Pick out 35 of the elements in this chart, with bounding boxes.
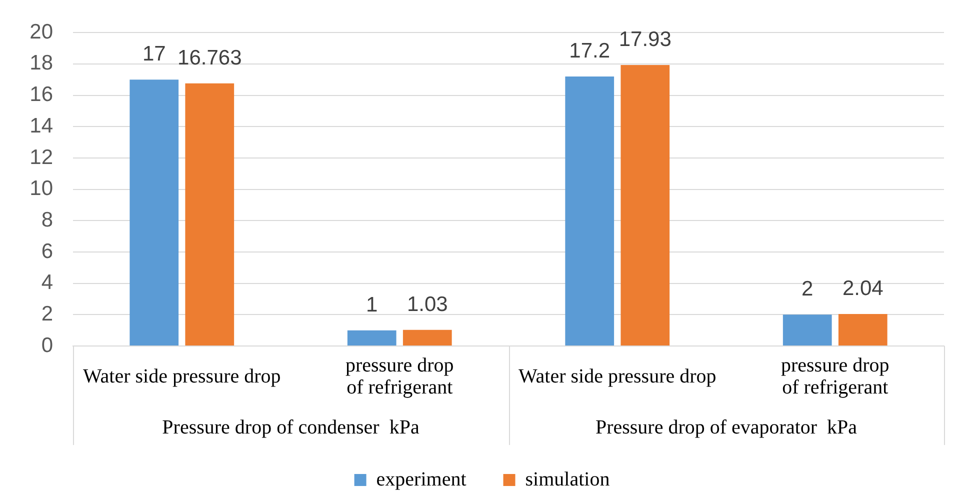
bar: [620, 65, 670, 346]
data-label: 2: [802, 278, 814, 301]
data-label: 17.2: [569, 39, 610, 62]
y-tick-label: 2: [41, 302, 53, 326]
x-tick-label: pressure drop of refrigerant: [780, 354, 890, 398]
bar: [838, 314, 888, 346]
legend-label: simulation: [525, 468, 610, 490]
y-tick-label: 12: [30, 146, 53, 169]
legend-label: experiment: [376, 468, 467, 490]
bar: [782, 314, 832, 346]
data-label: 2.04: [842, 277, 884, 300]
bar: [402, 330, 452, 346]
text: Pressure drop of condenser kPa: [162, 416, 420, 438]
y-tick-label: 16: [30, 83, 53, 106]
data-label: 1.03: [406, 292, 448, 316]
data-label: 16.763: [178, 46, 242, 70]
y-tick-label: 8: [41, 208, 53, 232]
y-tick-label: 20: [30, 20, 53, 44]
bar: [185, 83, 234, 346]
y-tick-label: 0: [41, 334, 53, 357]
bar: [130, 80, 179, 346]
y-tick-label: 10: [30, 177, 53, 200]
data-label: 1: [366, 293, 378, 316]
bar: [565, 76, 614, 346]
y-tick-label: 4: [41, 271, 54, 294]
y-tick-label: 18: [30, 52, 53, 75]
data-label: 17.93: [618, 28, 672, 52]
y-tick-label: 14: [30, 114, 54, 138]
text: Pressure drop of evaporator kPa: [595, 416, 858, 438]
data-label: 17: [142, 42, 166, 66]
x-tick-label: Water side pressure drop: [82, 365, 281, 388]
y-tick-label: 6: [41, 240, 53, 263]
bar: [347, 330, 396, 346]
x-tick-label: Water side pressure drop: [518, 365, 716, 388]
x-tick-label: pressure drop of refrigerant: [345, 354, 454, 398]
